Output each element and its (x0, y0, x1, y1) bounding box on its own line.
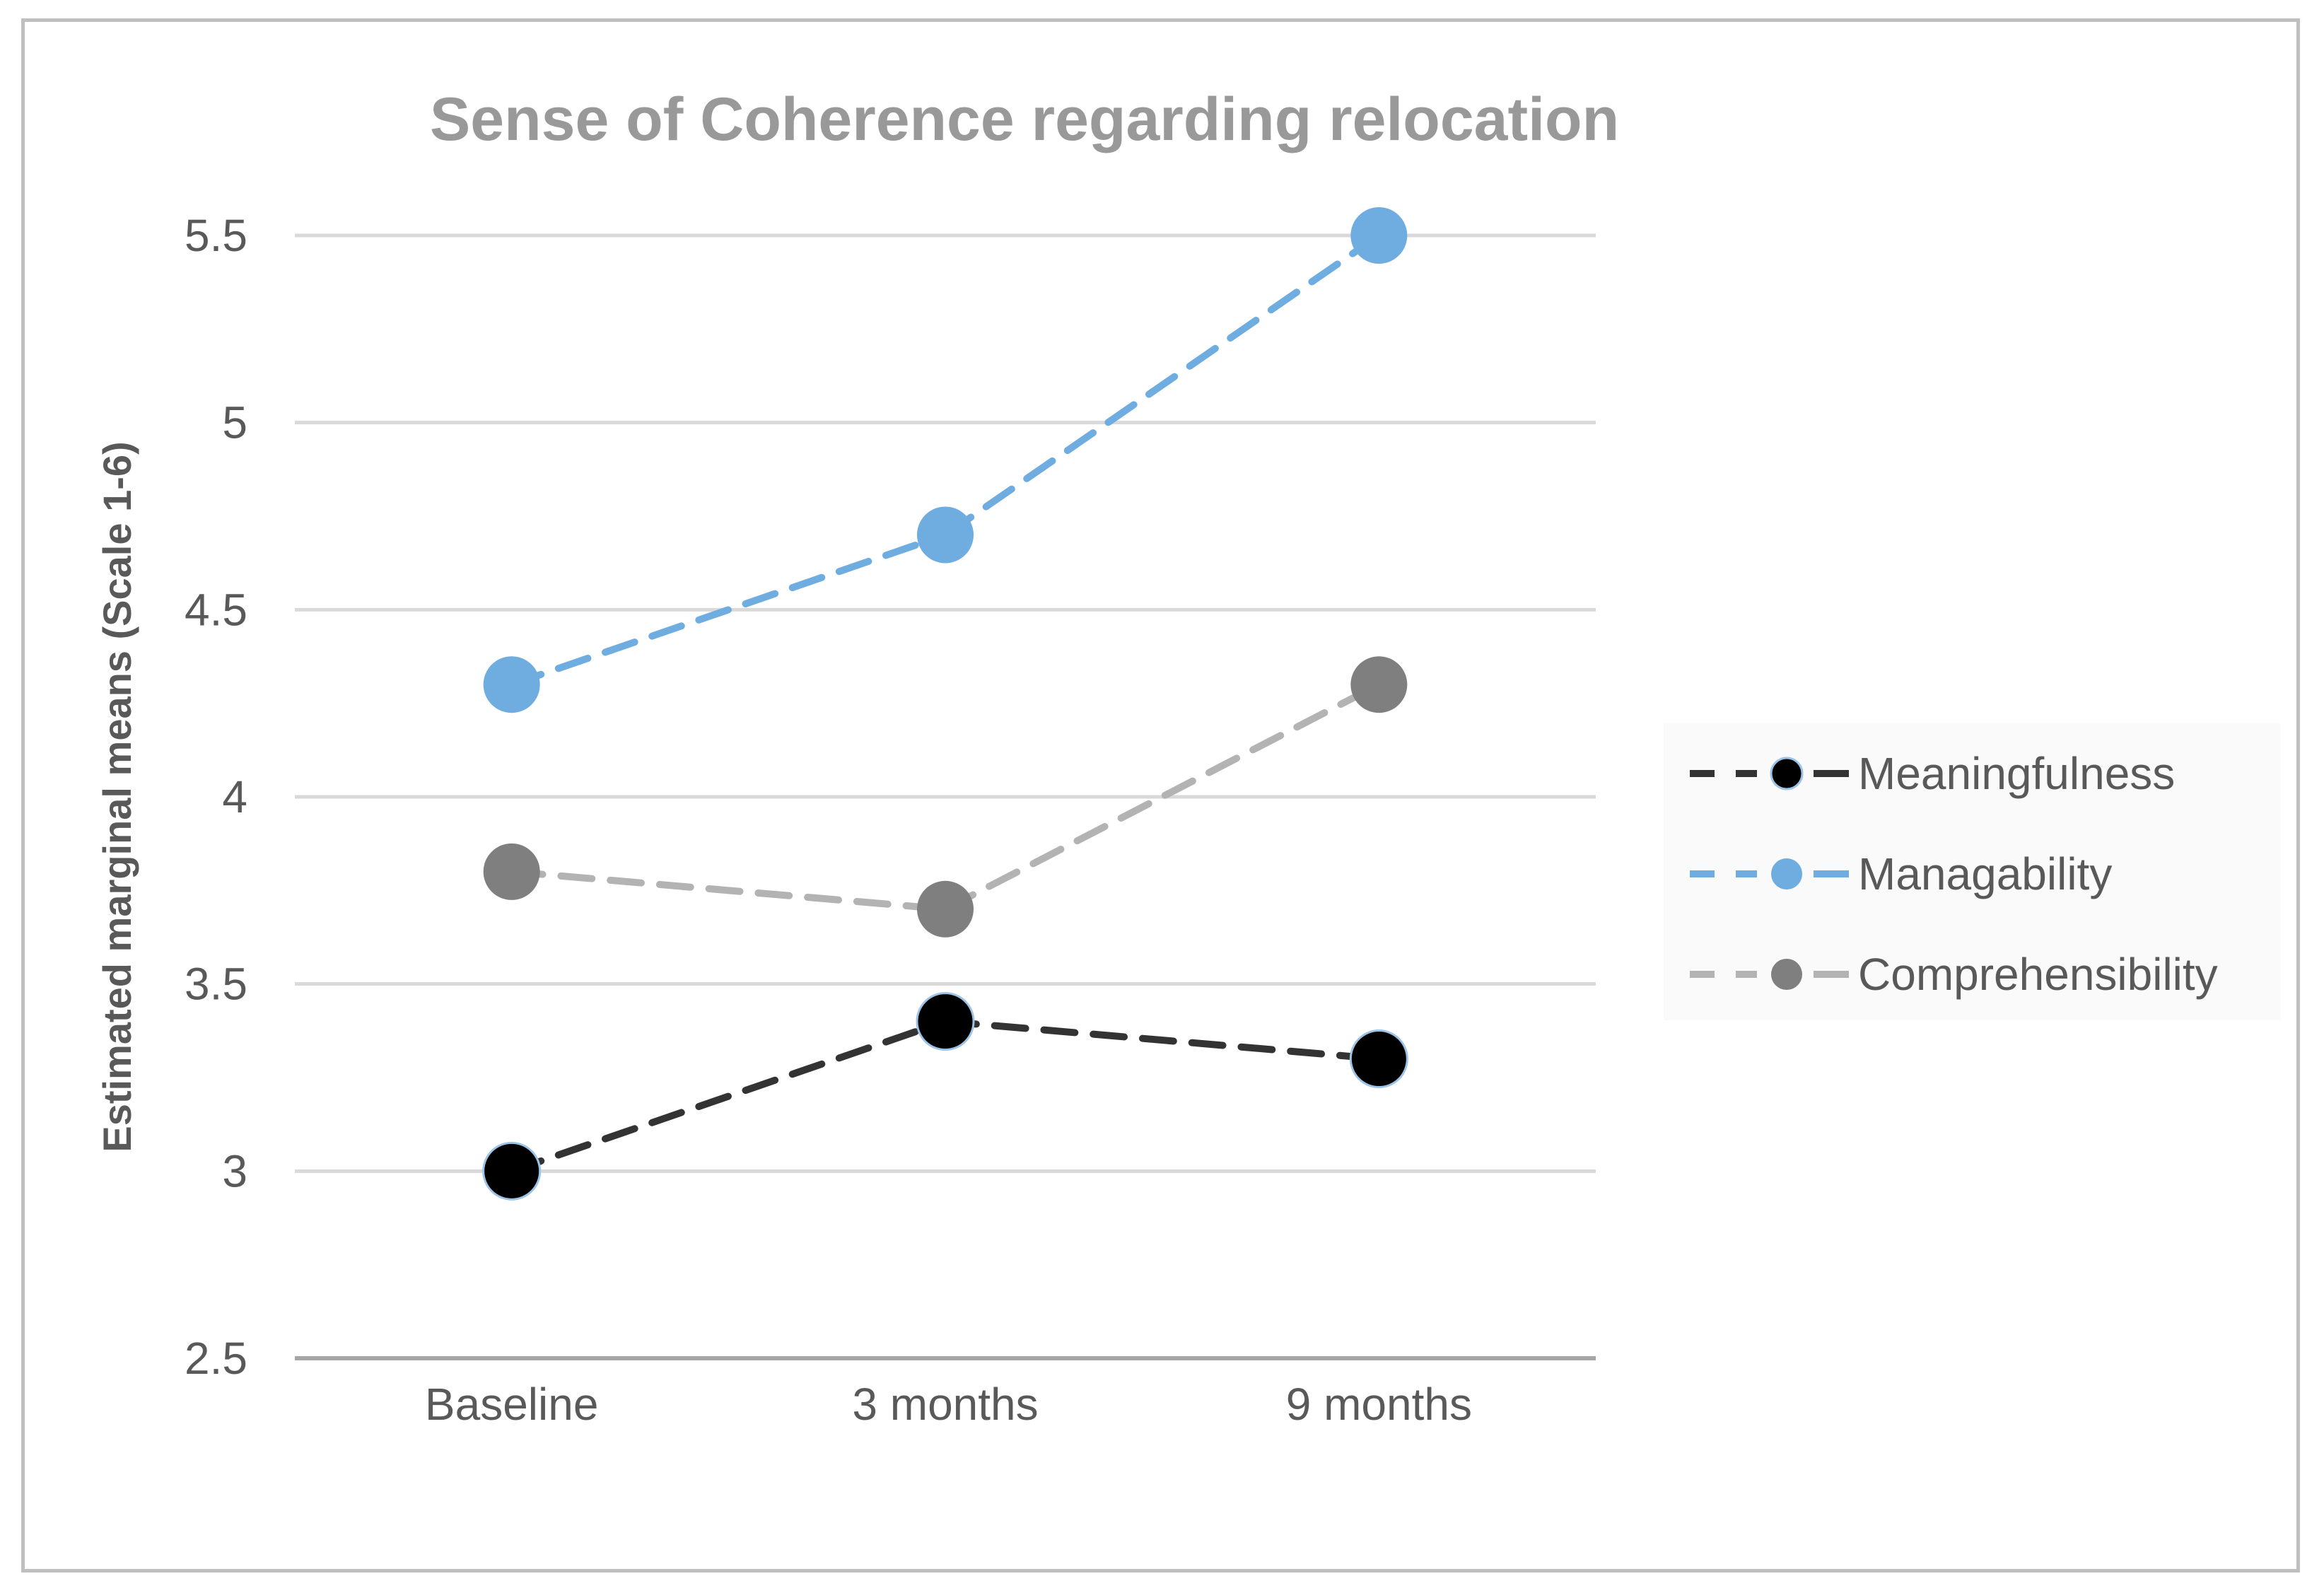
chart-frame: Sense of Coherence regarding relocation … (21, 18, 2300, 1572)
y-tick-label: 2.5 (185, 1333, 247, 1384)
x-tick-labels: Baseline 3 months 9 months (425, 1379, 1472, 1430)
series-line-segment (942, 232, 1383, 539)
x-tick-label: 9 months (1286, 1379, 1472, 1430)
y-tick-label: 5 (222, 397, 247, 448)
legend: Meaningfulness Managability Comprehensibil… (1664, 723, 2280, 1020)
series-comprehensibility (483, 656, 1408, 938)
data-point (917, 880, 974, 938)
legend-marker (1771, 959, 1802, 990)
series-line-segment (942, 681, 1383, 913)
data-point (483, 656, 540, 713)
legend-item-comprehensibility: Comprehensibility (1690, 949, 2218, 1000)
series-meaningfulness (482, 992, 1408, 1201)
y-tick-label: 3 (222, 1145, 247, 1196)
legend-label: Meaningfulness (1858, 748, 2175, 799)
legend-label: Comprehensibility (1858, 949, 2218, 1000)
data-point (1350, 207, 1408, 264)
legend-label: Managability (1858, 848, 2112, 899)
data-point (1349, 1029, 1408, 1089)
legend-marker (1770, 757, 1804, 790)
data-point (1350, 656, 1408, 713)
x-tick-label: Baseline (425, 1379, 599, 1430)
y-tick-label: 5.5 (185, 210, 247, 261)
legend-marker (1771, 858, 1802, 889)
series-line-segment (508, 868, 949, 913)
y-axis-title: Estimated marginal means (Scale 1-6) (95, 441, 139, 1152)
data-point (917, 506, 974, 564)
legend-background (1664, 723, 2280, 1020)
legend-item-managability: Managability (1690, 848, 2112, 899)
series-managability (483, 207, 1408, 713)
series-line-segment (508, 1017, 949, 1175)
series-line-segment (942, 1017, 1383, 1063)
chart-svg: Sense of Coherence regarding relocation … (95, 86, 2280, 1430)
data-point (483, 843, 540, 900)
chart-title: Sense of Coherence regarding relocation (430, 86, 1619, 153)
series-line-segment (508, 531, 949, 689)
y-tick-label: 4 (222, 771, 247, 822)
y-tick-labels: 2.5 3 3.5 4 4.5 5 5.5 (185, 210, 247, 1384)
x-tick-label: 3 months (852, 1379, 1038, 1430)
y-tick-label: 3.5 (185, 959, 247, 1010)
data-point (482, 1141, 542, 1201)
y-tick-label: 4.5 (185, 584, 247, 635)
legend-item-meaningfulness: Meaningfulness (1690, 748, 2175, 799)
data-point (916, 992, 975, 1051)
series-layer (482, 207, 1408, 1201)
